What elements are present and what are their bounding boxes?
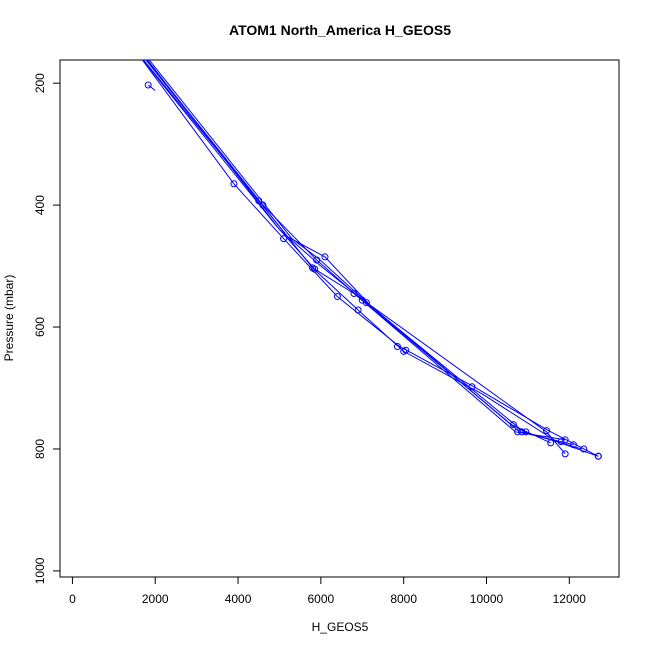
x-axis-label: H_GEOS5 (312, 620, 369, 634)
data-point (144, 81, 152, 89)
data-point (468, 383, 476, 391)
data-point (569, 441, 577, 449)
series-line-2 (142, 60, 599, 457)
data-point (333, 293, 341, 301)
points-layer (144, 81, 602, 460)
data-point (255, 197, 263, 205)
y-axis: 200 400 600 800 1000 (33, 73, 61, 584)
x-tick-label: 0 (69, 592, 76, 606)
data-point (354, 306, 362, 314)
x-axis: 0 2000 4000 6000 8000 10000 12000 (69, 576, 587, 606)
series-line-1 (141, 60, 599, 457)
y-tick-label: 400 (33, 195, 47, 215)
y-tick-label: 800 (33, 439, 47, 459)
data-point (509, 421, 517, 429)
x-tick-label: 12000 (553, 592, 587, 606)
x-tick-label: 10000 (470, 592, 504, 606)
data-point (393, 343, 401, 351)
data-point (561, 450, 569, 458)
data-point (547, 439, 555, 447)
x-tick-label: 2000 (142, 592, 169, 606)
series-line-4 (142, 60, 566, 441)
series-line-7 (148, 60, 566, 455)
data-point (362, 299, 370, 307)
y-tick-label: 600 (33, 317, 47, 337)
data-point (557, 438, 565, 446)
data-point (259, 201, 267, 209)
plot-frame (59, 59, 620, 578)
data-point (594, 452, 602, 460)
x-tick-label: 6000 (308, 592, 335, 606)
data-point (561, 436, 569, 444)
series-line-5 (145, 60, 574, 446)
data-point (543, 427, 551, 435)
series-line-8 (147, 84, 156, 91)
data-point (402, 346, 410, 354)
series-line-6 (146, 60, 582, 450)
data-point (522, 428, 530, 436)
x-tick-label: 4000 (225, 592, 252, 606)
data-point (514, 428, 522, 436)
data-point (313, 256, 321, 264)
y-tick-label: 1000 (33, 557, 47, 584)
chart-title: ATOM1 North_America H_GEOS5 (229, 22, 451, 38)
series-line-3 (145, 60, 551, 444)
y-tick-label: 200 (33, 73, 47, 93)
data-point (280, 235, 288, 243)
data-point (311, 265, 319, 273)
data-point (350, 290, 358, 298)
data-point (321, 253, 329, 261)
data-point (580, 445, 588, 453)
series-layer (141, 60, 599, 457)
y-axis-label: Pressure (mbar) (2, 275, 16, 362)
x-tick-label: 8000 (390, 592, 417, 606)
data-point (230, 180, 238, 188)
data-point (518, 428, 526, 436)
